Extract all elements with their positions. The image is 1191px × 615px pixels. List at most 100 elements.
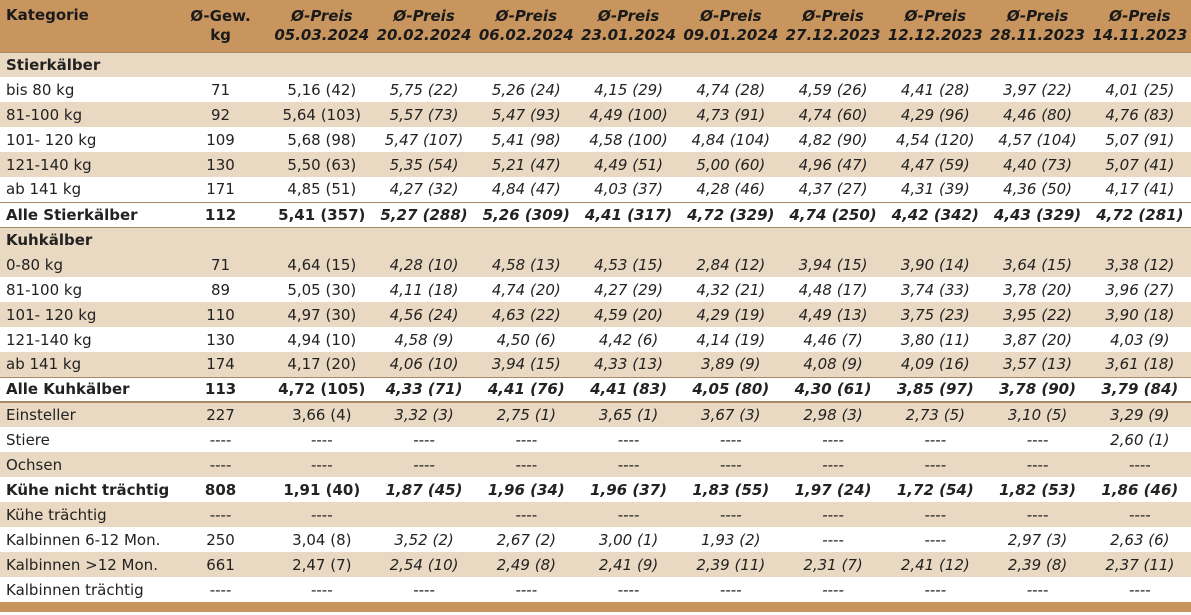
price-cell: 4,56 (24) [372,302,476,327]
row-weight: 227 [170,401,271,427]
price-cell: ---- [781,427,885,452]
price-cell: 4,49 (13) [781,302,885,327]
price-cell: 3,66 (4) [270,401,373,427]
price-cell: 3,64 (15) [986,252,1089,277]
price-cell: 5,50 (63) [270,152,373,177]
header-date: 14.11.2023 [1092,25,1188,44]
header-price-col: Ø-Preis 14.11.2023 [1089,0,1191,52]
price-cell: 2,54 (10) [372,552,476,577]
price-cell: 2,41 (9) [577,552,680,577]
price-cell: 4,48 (17) [781,277,885,302]
price-cell: 4,27 (32) [372,177,476,202]
price-cell: 4,58 (100) [577,127,680,152]
header-price-label: Ø-Preis [700,6,762,25]
price-cell: ---- [372,427,476,452]
row-weight: ---- [170,452,271,477]
price-cell: 2,60 (1) [1088,427,1191,452]
price-cell: ---- [781,452,885,477]
price-cell: 4,05 (80) [679,376,782,402]
price-cell: 4,42 (6) [577,327,680,352]
price-cell: 3,75 (23) [884,302,987,327]
table-row: 0-80 kg 71 4,64 (15) 4,28 (10) 4,58 (13) 4,53… [0,252,1191,277]
row-weight: 808 [170,477,271,502]
header-price-label: Ø-Preis [495,6,558,25]
price-cell: 4,58 (13) [475,252,578,277]
price-cell: ---- [577,427,680,452]
price-cell: ---- [475,502,578,527]
header-price-col: Ø-Preis 09.01.2024 [680,0,782,52]
price-cell: 4,11 (18) [372,277,476,302]
row-label: 101- 120 kg [0,127,171,152]
row-weight: 89 [170,277,271,302]
price-cell: 3,10 (5) [986,401,1089,427]
header-price-label: Ø-Preis [1109,6,1171,25]
row-weight: 109 [170,127,271,152]
price-cell: 4,32 (21) [679,277,782,302]
row-label: 81-100 kg [0,277,171,302]
row-weight: 71 [170,77,271,102]
price-cell: 4,41 (76) [475,376,578,402]
row-weight: 113 [170,376,271,402]
price-cell: ---- [986,452,1089,477]
price-cell: 2,31 (7) [781,552,885,577]
row-weight: ---- [170,502,271,527]
price-cell: ---- [577,452,680,477]
price-cell: ---- [781,577,885,602]
price-cell: 4,17 (41) [1088,177,1191,202]
price-cell: 5,68 (98) [270,127,373,152]
price-cell: 4,42 (342) [884,201,987,227]
price-cell: 4,64 (15) [270,252,373,277]
price-cell: 1,72 (54) [884,477,987,502]
header-price-label: Ø-Preis [802,6,864,25]
price-cell: 4,43 (329) [986,201,1089,227]
row-label: bis 80 kg [0,77,171,102]
price-cell: 5,75 (22) [372,77,476,102]
price-cell: ---- [884,527,987,552]
header-price-label: Ø-Preis [904,6,967,25]
table-row: ab 141 kg 174 4,17 (20) 4,06 (10) 3,94 (15) 4… [0,352,1191,377]
price-cell: 4,41 (317) [577,201,680,227]
price-cell: 4,29 (96) [884,102,987,127]
price-cell: 1,87 (45) [372,477,476,502]
price-cell: 5,05 (30) [270,277,373,302]
price-cell: 4,06 (10) [372,352,476,377]
price-cell: 4,17 (20) [270,352,373,377]
row-label: 0-80 kg [0,252,171,277]
price-cell: ---- [884,502,987,527]
price-cell: ---- [1088,452,1191,477]
price-cell: 4,53 (15) [577,252,680,277]
table-row: ab 141 kg 171 4,85 (51) 4,27 (32) 4,84 (47) 4… [0,177,1191,202]
row-weight: 130 [170,152,271,177]
table-row: Kalbinnen trächtig ---- ---- ---- ---- ---- --… [0,577,1191,602]
row-weight: 92 [170,102,271,127]
price-cell: ---- [679,427,782,452]
price-cell: 3,94 (15) [781,252,885,277]
price-cell: 3,89 (9) [679,352,782,377]
row-label: Ochsen [0,452,171,477]
header-price-label: Ø-Preis [393,6,455,25]
price-cell: ---- [986,577,1089,602]
price-table: Kategorie Ø-Gew. kg Ø-Preis 05.03.2024 Ø-… [0,0,1191,602]
price-cell: 5,57 (73) [372,102,476,127]
price-cell: 3,57 (13) [986,352,1089,377]
price-cell: ---- [475,577,578,602]
price-cell: 5,21 (47) [475,152,578,177]
price-cell: 2,75 (1) [475,401,578,427]
price-cell: 4,74 (28) [679,77,782,102]
header-gewicht: Ø-Gew. kg [170,0,270,52]
price-cell: 4,33 (71) [372,376,476,402]
price-cell: 1,91 (40) [270,477,373,502]
price-cell: 3,87 (20) [986,327,1089,352]
section-title: Kuhkälber [0,226,1191,252]
row-label: Kalbinnen >12 Mon. [0,552,171,577]
row-weight: 250 [170,527,271,552]
price-cell: ---- [1088,502,1191,527]
table-row: Kalbinnen >12 Mon. 661 2,47 (7) 2,54 (10) 2,… [0,552,1191,577]
header-price-label: Ø-Preis [291,6,353,25]
price-cell: 2,37 (11) [1088,552,1191,577]
header-price-col: Ø-Preis 05.03.2024 [271,0,373,52]
header-date: 28.11.2023 [990,25,1085,44]
price-cell: ---- [884,427,987,452]
price-cell: 1,82 (53) [986,477,1089,502]
header-price-label: Ø-Preis [597,6,660,25]
